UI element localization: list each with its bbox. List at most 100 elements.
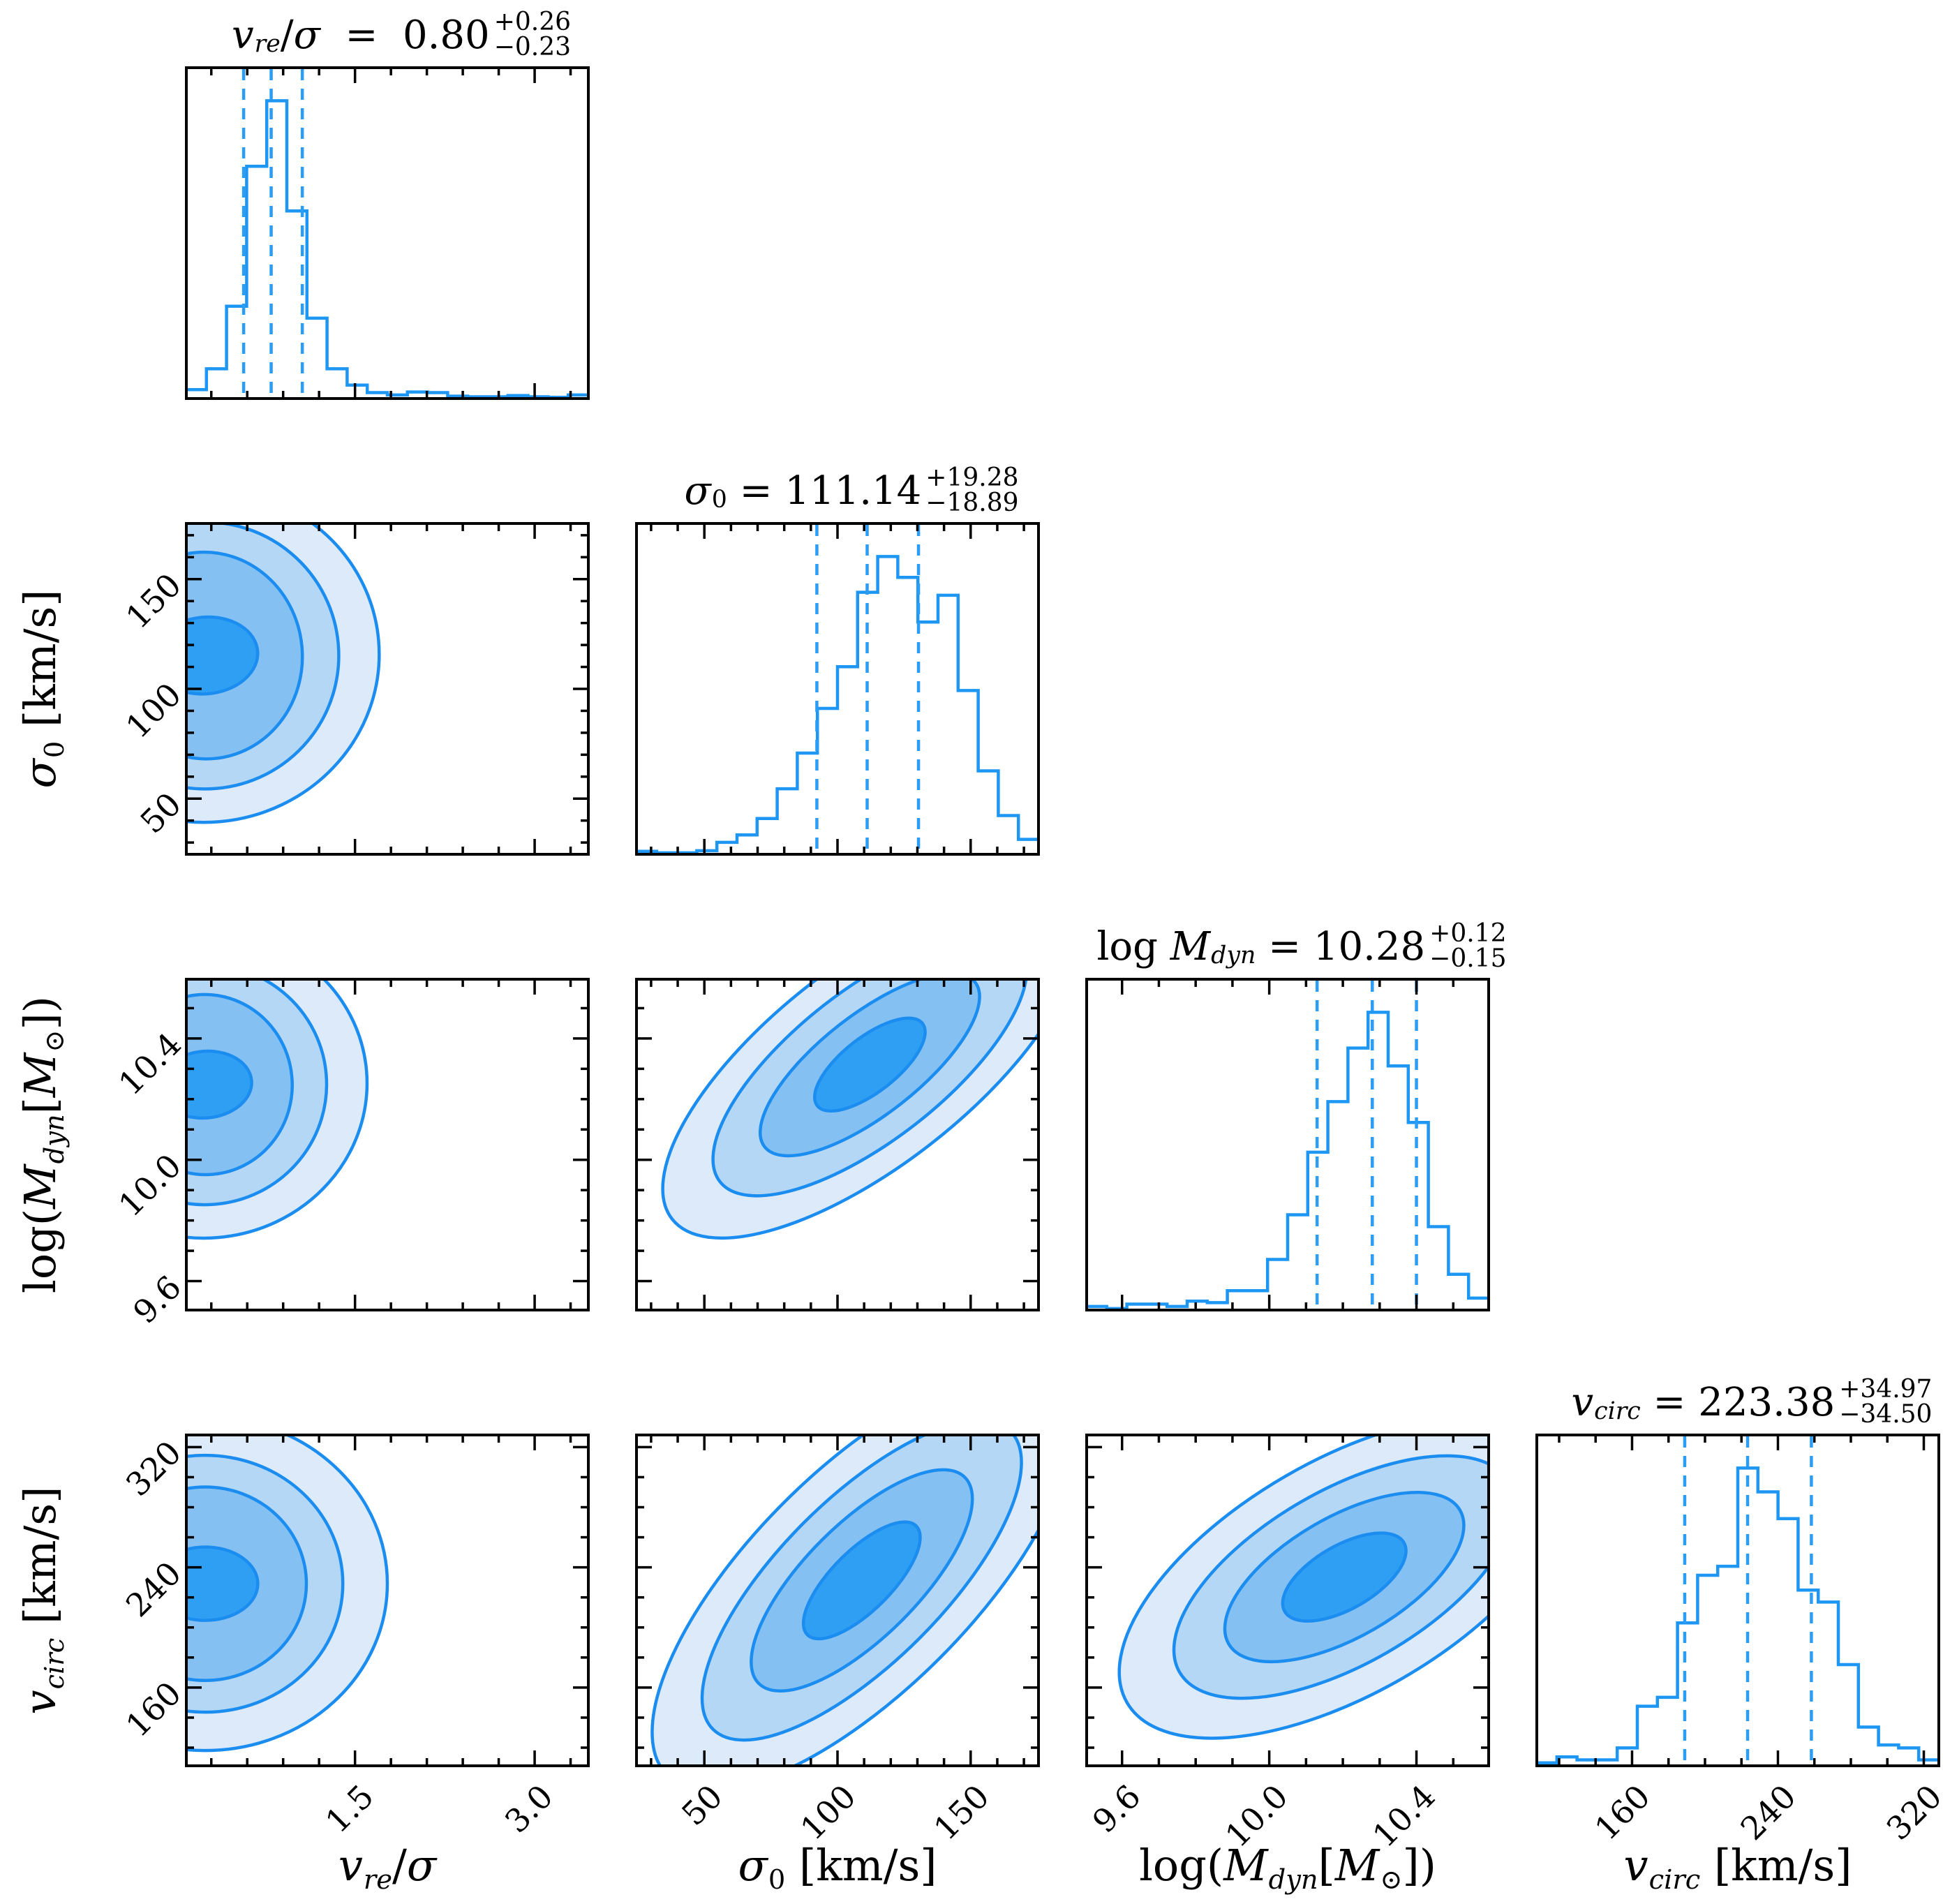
contour-panel-sigma0-vs-log_mdyn: [635, 978, 1040, 1311]
label-part: =: [1640, 1380, 1699, 1425]
histogram-step-line: [1537, 1466, 1939, 1764]
x-axis-label-vre_sigma: vre/σ: [143, 1840, 632, 1896]
axis-frame: [185, 1434, 590, 1767]
title-uncertainty-stack: +0.12 −0.15: [1429, 921, 1506, 972]
label-part: σ: [15, 759, 66, 789]
label-part: circ: [1594, 1397, 1641, 1425]
axis-frame: [635, 1434, 1040, 1767]
label-part: re: [254, 30, 281, 58]
title-minus-error: −34.50: [1839, 1400, 1933, 1429]
panel-title-v_circ: v circ = 223.38 +34.97 −34.50: [1501, 1351, 1943, 1429]
label-part: M: [1223, 1840, 1268, 1891]
contour-fill-level-4: [801, 1520, 922, 1641]
label-part: =: [727, 468, 785, 514]
label-part: v: [338, 1840, 363, 1891]
label-part: 0: [38, 741, 70, 759]
label-part: σ: [406, 1840, 437, 1891]
histogram-step-line: [186, 99, 588, 399]
title-uncertainty-stack: +19.28 −18.89: [925, 463, 1019, 518]
label-part: log(: [1139, 1840, 1224, 1891]
contour-panel-vre_sigma-vs-log_mdyn: [185, 978, 590, 1311]
x-axis-label-sigma0: σ0 [km/s]: [593, 1840, 1082, 1896]
label-part: circ: [1648, 1864, 1701, 1896]
axis-frame: [635, 978, 1040, 1311]
title-minus-error: −18.89: [925, 489, 1019, 518]
contour-fill-level-4: [1281, 1531, 1408, 1623]
axis-frame: [1085, 978, 1490, 1311]
axis-frame: [1535, 1434, 1940, 1767]
title-median-value: 0.80: [403, 13, 490, 58]
label-part: log: [1096, 924, 1170, 969]
label-part: log(: [15, 1208, 66, 1293]
label-part: ]): [15, 996, 66, 1030]
label-part: dyn: [1211, 942, 1256, 969]
contour-fill-level-4: [812, 1016, 927, 1113]
label-part: =: [1256, 924, 1313, 969]
label-part: v: [15, 1690, 66, 1715]
axis-frame: [185, 522, 590, 856]
label-part: re: [363, 1864, 392, 1896]
title-uncertainty-stack: +0.26 −0.23: [493, 7, 572, 62]
axis-frame: [1085, 1434, 1490, 1767]
contour-fill-level-4: [186, 615, 260, 696]
label-part: circ: [38, 1637, 70, 1690]
x-axis-label-log_mdyn: log(Mdyn[M⊙]): [1043, 1840, 1532, 1896]
contour-fill-level-4: [186, 1545, 260, 1622]
label-part: σ: [293, 13, 320, 58]
title-minus-error: −0.23: [493, 33, 572, 62]
label-part: M: [15, 1164, 66, 1209]
axis-frame: [635, 522, 1040, 856]
label-part: [km/s]: [1700, 1840, 1852, 1891]
y-axis-label-sigma0: σ0 [km/s]: [13, 459, 70, 919]
label-part: [: [15, 1097, 66, 1115]
title-plus-error: +0.26: [493, 7, 572, 36]
label-part: v: [1571, 1380, 1594, 1425]
label-part: [: [1318, 1840, 1335, 1891]
histogram-step-line: [1087, 1011, 1489, 1311]
axis-frame: [185, 66, 590, 400]
title-plus-error: +34.97: [1839, 1374, 1933, 1404]
label-part: /: [280, 13, 294, 58]
label-part: [km/s]: [15, 1486, 66, 1638]
y-axis-label-log_mdyn: log(Mdyn[M⊙]): [13, 914, 70, 1375]
contour-panel-log_mdyn-vs-v_circ: [1085, 1434, 1490, 1767]
histogram-panel-log_mdyn: [1085, 978, 1490, 1311]
label-part: dyn: [38, 1114, 70, 1164]
title-minus-error: −0.15: [1429, 944, 1507, 974]
label-part: ⊙: [1380, 1864, 1403, 1896]
label-part: v: [1623, 1840, 1648, 1891]
histogram-panel-vre_sigma: [185, 66, 590, 400]
label-part: [km/s]: [785, 1840, 937, 1891]
title-median-value: 223.38: [1698, 1380, 1836, 1425]
label-part: M: [15, 1053, 66, 1098]
label-part: M: [1170, 924, 1211, 969]
contour-fill-level-4: [186, 1049, 253, 1120]
label-part: M: [1334, 1840, 1380, 1891]
label-part: ]): [1402, 1840, 1436, 1891]
contour-panel-vre_sigma-vs-sigma0: [185, 522, 590, 856]
label-part: 0: [711, 486, 727, 514]
label-part: ⊙: [38, 1029, 70, 1053]
title-median-value: 10.28: [1313, 924, 1426, 969]
label-part: /: [392, 1840, 407, 1891]
panel-title-vre_sigma: v re / σ = 0.80 +0.26 −0.23: [150, 0, 653, 62]
title-plus-error: +0.12: [1429, 918, 1507, 948]
label-part: =: [320, 13, 403, 58]
axis-frame: [185, 978, 590, 1311]
y-axis-label-v_circ: vcirc [km/s]: [13, 1370, 70, 1831]
label-part: 0: [768, 1864, 786, 1896]
label-part: [km/s]: [15, 589, 66, 741]
label-part: σ: [684, 468, 711, 514]
label-part: σ: [738, 1840, 768, 1891]
title-uncertainty-stack: +34.97 −34.50: [1839, 1374, 1933, 1429]
title-plus-error: +19.28: [925, 463, 1019, 492]
contour-panel-vre_sigma-vs-v_circ: [185, 1434, 590, 1767]
x-axis-label-v_circ: vcirc [km/s]: [1494, 1840, 1943, 1896]
label-part: v: [231, 13, 254, 58]
label-part: dyn: [1268, 1864, 1318, 1896]
histogram-panel-v_circ: [1535, 1434, 1940, 1767]
histogram-panel-sigma0: [635, 522, 1040, 856]
